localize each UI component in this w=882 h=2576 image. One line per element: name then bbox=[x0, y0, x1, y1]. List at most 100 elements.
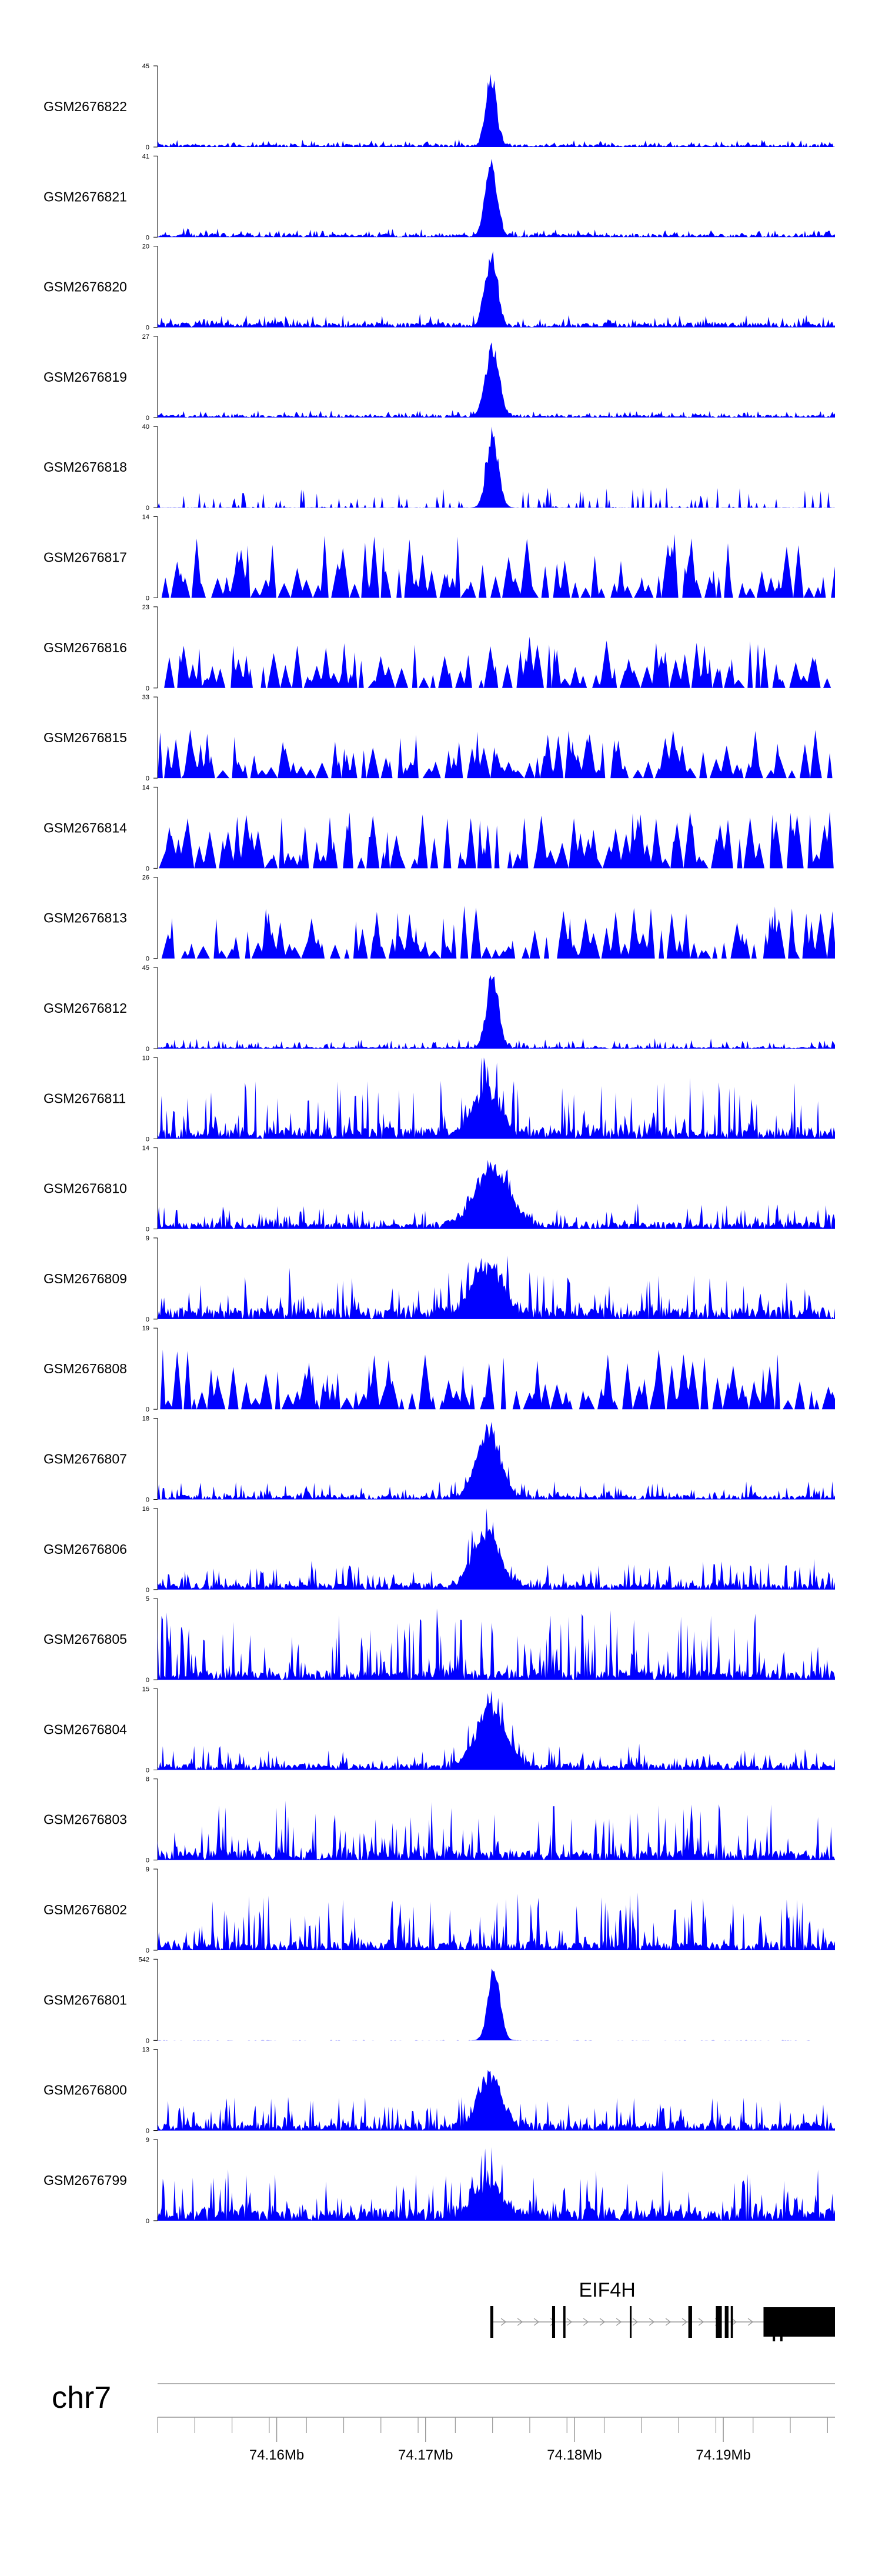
y-axis-min-label: 0 bbox=[146, 775, 149, 782]
track-label: GSM2676816 bbox=[44, 640, 127, 655]
y-axis-min-label: 0 bbox=[146, 1226, 149, 1233]
y-axis-max-label: 19 bbox=[142, 1325, 149, 1332]
coverage-area bbox=[158, 426, 835, 508]
y-axis-max-label: 5 bbox=[146, 1596, 149, 1603]
coverage-area bbox=[158, 975, 835, 1049]
coverage-area bbox=[158, 2070, 835, 2131]
coverage-area bbox=[158, 1160, 835, 1229]
coverage-area bbox=[158, 1057, 835, 1139]
y-axis-min-label: 0 bbox=[146, 2037, 149, 2044]
exon bbox=[630, 2306, 632, 2338]
strand-arrow bbox=[632, 2318, 639, 2326]
track-label: GSM2676821 bbox=[44, 189, 127, 204]
y-axis-min-label: 0 bbox=[146, 1677, 149, 1684]
tick-label: 74.17Mb bbox=[398, 2447, 453, 2463]
y-axis-max-label: 41 bbox=[142, 153, 149, 160]
track-label: GSM2676818 bbox=[44, 459, 127, 475]
y-axis-max-label: 14 bbox=[142, 784, 149, 791]
track-gsm2676817: GSM2676817 14 0 bbox=[44, 514, 835, 602]
track-gsm2676822: GSM2676822 45 0 bbox=[44, 63, 835, 151]
strand-arrow bbox=[583, 2318, 589, 2326]
track-gsm2676802: GSM2676802 9 0 bbox=[44, 1866, 835, 1954]
strand-arrow bbox=[616, 2318, 622, 2326]
track-label: GSM2676806 bbox=[44, 1541, 127, 1557]
y-axis-min-label: 0 bbox=[146, 1587, 149, 1594]
coverage-area bbox=[158, 1609, 835, 1680]
coverage-area bbox=[158, 1422, 835, 1500]
y-axis-min-label: 0 bbox=[146, 1406, 149, 1413]
coverage-area bbox=[158, 342, 835, 418]
y-axis-max-label: 40 bbox=[142, 423, 149, 431]
y-axis-max-label: 13 bbox=[142, 2047, 149, 2054]
track-label: GSM2676808 bbox=[44, 1361, 127, 1376]
exon bbox=[730, 2306, 733, 2338]
track-gsm2676811: GSM2676811 10 0 bbox=[44, 1055, 835, 1143]
chromosome-label: chr7 bbox=[52, 2381, 111, 2415]
exon bbox=[552, 2306, 556, 2338]
coverage-tracks: GSM2676822450GSM2676821410GSM2676820200G… bbox=[44, 63, 835, 2225]
track-label: GSM2676804 bbox=[44, 1721, 127, 1737]
track-label: GSM2676810 bbox=[44, 1181, 127, 1196]
y-axis-min-label: 0 bbox=[146, 865, 149, 872]
exon bbox=[724, 2306, 729, 2338]
y-axis-min-label: 0 bbox=[146, 1947, 149, 1954]
coverage-area bbox=[158, 2147, 835, 2221]
y-axis-max-label: 20 bbox=[142, 243, 149, 251]
exon bbox=[763, 2307, 835, 2337]
exon bbox=[490, 2306, 493, 2338]
y-axis-max-label: 8 bbox=[146, 1776, 149, 1783]
y-axis-max-label: 15 bbox=[142, 1686, 149, 1693]
track-gsm2676799: GSM2676799 9 0 bbox=[44, 2137, 835, 2225]
y-axis-max-label: 9 bbox=[146, 2137, 149, 2144]
strand-arrow bbox=[566, 2318, 573, 2326]
track-gsm2676806: GSM2676806 16 0 bbox=[44, 1506, 835, 1594]
y-axis-max-label: 45 bbox=[142, 63, 149, 70]
coverage-area bbox=[158, 1349, 835, 1410]
coverage-area bbox=[158, 636, 835, 688]
y-axis-max-label: 9 bbox=[146, 1235, 149, 1242]
track-label: GSM2676820 bbox=[44, 279, 127, 295]
gene-annotation-track: EIF4H bbox=[490, 2279, 835, 2341]
track-gsm2676816: GSM2676816 23 0 bbox=[44, 604, 835, 692]
track-label: GSM2676803 bbox=[44, 1812, 127, 1827]
track-label: GSM2676809 bbox=[44, 1271, 127, 1286]
exon bbox=[563, 2306, 566, 2338]
track-gsm2676809: GSM2676809 9 0 bbox=[44, 1235, 835, 1323]
track-label: GSM2676799 bbox=[44, 2173, 127, 2188]
track-label: GSM2676819 bbox=[44, 369, 127, 385]
strand-arrow bbox=[517, 2318, 523, 2326]
coverage-area bbox=[158, 1508, 835, 1590]
track-gsm2676808: GSM2676808 19 0 bbox=[44, 1325, 835, 1413]
tick-label: 74.18Mb bbox=[547, 2447, 602, 2463]
strand-arrow bbox=[599, 2318, 606, 2326]
track-gsm2676803: GSM2676803 8 0 bbox=[44, 1776, 835, 1864]
coverage-area bbox=[158, 811, 835, 869]
y-axis-max-label: 542 bbox=[139, 1956, 149, 1963]
track-gsm2676814: GSM2676814 14 0 bbox=[44, 784, 835, 872]
tick-label: 74.16Mb bbox=[249, 2447, 304, 2463]
exon bbox=[716, 2306, 722, 2338]
coverage-area bbox=[158, 1690, 835, 1770]
coverage-area bbox=[158, 906, 835, 959]
track-gsm2676805: GSM2676805 5 0 bbox=[44, 1596, 835, 1684]
track-label: GSM2676800 bbox=[44, 2083, 127, 2098]
y-axis-min-label: 0 bbox=[146, 2128, 149, 2135]
y-axis-min-label: 0 bbox=[146, 144, 149, 151]
track-label: GSM2676817 bbox=[44, 550, 127, 565]
y-axis-max-label: 18 bbox=[142, 1416, 149, 1423]
track-gsm2676801: GSM2676801 542 0 bbox=[44, 1956, 835, 2044]
y-axis-max-label: 10 bbox=[142, 1055, 149, 1062]
track-label: GSM2676805 bbox=[44, 1631, 127, 1647]
track-label: GSM2676802 bbox=[44, 1902, 127, 1917]
exon bbox=[688, 2306, 692, 2338]
coverage-area bbox=[158, 534, 835, 598]
y-axis-max-label: 26 bbox=[142, 875, 149, 882]
strand-arrow bbox=[681, 2318, 688, 2326]
coverage-area bbox=[158, 251, 835, 328]
y-axis-max-label: 45 bbox=[142, 965, 149, 972]
track-gsm2676821: GSM2676821 41 0 bbox=[44, 153, 835, 241]
y-axis-max-label: 16 bbox=[142, 1506, 149, 1513]
track-gsm2676812: GSM2676812 45 0 bbox=[44, 965, 835, 1053]
y-axis-min-label: 0 bbox=[146, 595, 149, 602]
